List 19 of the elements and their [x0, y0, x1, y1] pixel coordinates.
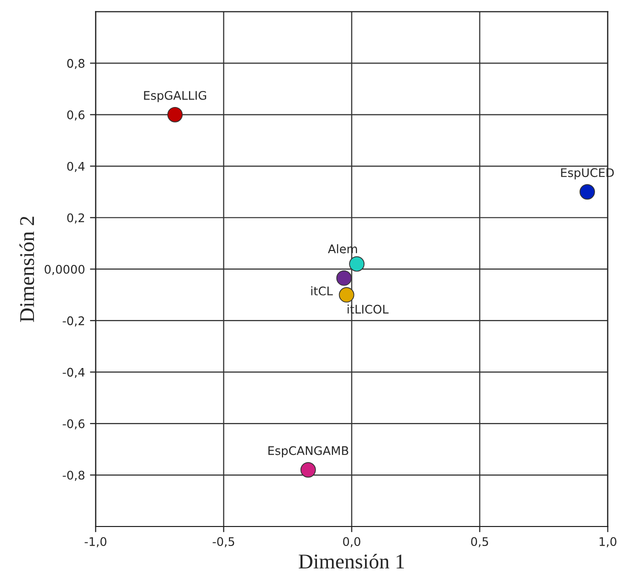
- y-tick-label: 0,8: [67, 58, 84, 70]
- x-tick-label: -0,5: [212, 537, 234, 548]
- x-tick-label: 0,5: [471, 537, 488, 548]
- y-tick-label: 0,4: [67, 162, 85, 172]
- annotation: itCL: [311, 286, 333, 296]
- y-tick-label: -0,2: [62, 316, 84, 326]
- annotation: EspCANGAMB: [268, 446, 348, 458]
- x-tick-label: 0,0: [343, 537, 360, 548]
- annotation: EspGALLIG: [144, 90, 206, 102]
- y-tick-label: -0,8: [62, 470, 84, 481]
- y-tick-label: 0,0000: [44, 264, 84, 275]
- y-tick-label: 0,2: [67, 213, 84, 224]
- y-axis-title: Dimensión 2: [19, 216, 34, 322]
- x-axis-title: Dimensión 1: [298, 554, 404, 569]
- x-tick-label: -1,0: [84, 537, 106, 548]
- y-tick-label: -0,6: [62, 419, 84, 430]
- y-tick-label: 0,6: [67, 110, 84, 121]
- x-tick-label: 1,0: [600, 537, 616, 548]
- y-tick-label: -0,4: [62, 368, 85, 378]
